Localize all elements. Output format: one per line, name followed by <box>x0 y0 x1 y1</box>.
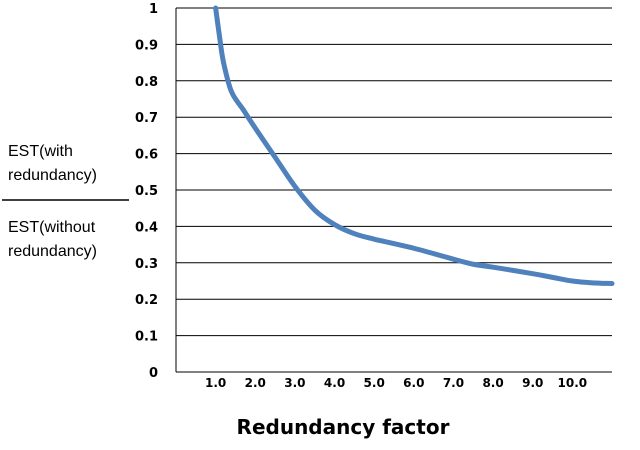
x-tick-label-5: 6.0 <box>403 376 424 390</box>
y-tick-label-8: 0.8 <box>135 75 158 90</box>
y-tick-label-10: 1 <box>149 2 158 17</box>
series-lines <box>213 5 615 287</box>
y-tick-label-4: 0.4 <box>135 220 158 235</box>
y-tick-label-0: 0 <box>149 366 158 381</box>
y-tick-label-5: 0.5 <box>135 184 158 199</box>
x-tick-label-2: 3.0 <box>284 376 305 390</box>
y-label-denominator-line-2: redundancy) <box>8 243 97 260</box>
x-tick-label-9: 10.0 <box>558 376 588 390</box>
x-tick-label-3: 4.0 <box>324 376 345 390</box>
series-line-0 <box>213 5 615 287</box>
y-label-numerator-line-1: EST(with <box>8 143 73 160</box>
y-tick-label-7: 0.7 <box>135 111 158 126</box>
y-axis-label: EST(with redundancy) EST(without redunda… <box>2 143 129 260</box>
grid-lines <box>175 7 612 373</box>
y-tick-label-6: 0.6 <box>135 148 158 163</box>
x-tick-label-7: 8.0 <box>482 376 503 390</box>
x-tick-label-1: 2.0 <box>245 376 266 390</box>
y-tick-label-3: 0.3 <box>135 257 158 272</box>
y-tick-label-9: 0.9 <box>135 38 158 53</box>
x-tick-label-0: 1.0 <box>205 376 226 390</box>
y-label-denominator-line-1: EST(without <box>8 219 96 236</box>
y-tick-label-1: 0.1 <box>135 330 158 345</box>
y-tick-labels: 0 0.1 0.2 0.3 0.4 0.5 0.6 0.7 0.8 0.9 1 <box>135 2 158 381</box>
x-tick-label-8: 9.0 <box>522 376 543 390</box>
y-label-numerator-line-2: redundancy) <box>8 167 97 184</box>
x-tick-label-4: 5.0 <box>364 376 385 390</box>
x-axis-label: Redundancy factor <box>237 415 450 439</box>
y-tick-label-2: 0.2 <box>135 293 158 308</box>
x-tick-label-6: 7.0 <box>443 376 464 390</box>
x-tick-labels: 1.0 2.0 3.0 4.0 5.0 6.0 7.0 8.0 9.0 10.0 <box>205 376 587 390</box>
